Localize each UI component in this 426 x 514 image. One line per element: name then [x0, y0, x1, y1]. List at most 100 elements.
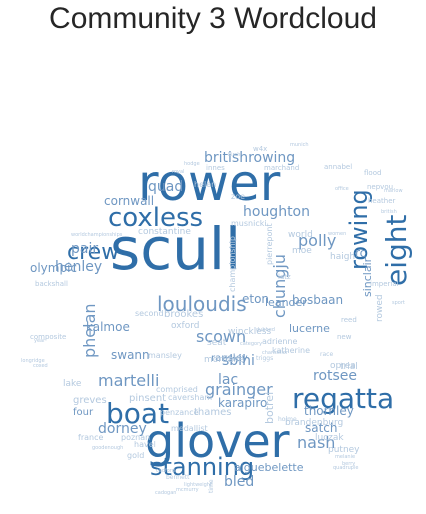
word-houghton: houghton [243, 204, 310, 220]
word-triggs: triggs [256, 355, 274, 362]
word-office: office [335, 186, 349, 192]
word-luczak: luczak [315, 433, 344, 443]
word-botrel: botrel [263, 392, 276, 425]
word-mansley: mansley [148, 351, 182, 360]
word-birch: birch [228, 152, 241, 158]
word-cadogan: cadogan [155, 490, 177, 496]
word-medallist: medallist [171, 424, 208, 433]
word-thames: thames [194, 407, 232, 418]
word-race: race [320, 351, 334, 358]
word-composite: composite [30, 333, 67, 341]
word-greves: greves [73, 395, 107, 406]
word-adrienne: adrienne [262, 337, 298, 346]
word-holme: holme [278, 416, 297, 423]
word-rowed: rowed [375, 294, 385, 322]
word-brandenburg: brandenburg [285, 418, 344, 428]
word-penzance: penzance [160, 408, 199, 417]
word-sinclair: sinclair [361, 258, 374, 298]
word-nepvou: nepvou [367, 183, 394, 191]
word-sport: sport [392, 300, 405, 306]
word-ransley: ransley [211, 353, 248, 364]
word-eton: eton [242, 292, 270, 306]
word-martelli: martelli [98, 371, 160, 390]
word-eight: eight [380, 214, 413, 286]
word-thornley: thornley [304, 404, 354, 418]
word-poznan: poznan [121, 433, 151, 442]
word-coxed: coxed [33, 363, 48, 369]
word-polly: polly [298, 231, 337, 250]
word-seat: seat [207, 338, 227, 348]
word-swann: swann [111, 348, 150, 362]
word-royal: royal [172, 169, 185, 175]
word-brookes: brookes [164, 309, 204, 320]
word-boat: boat [106, 397, 170, 430]
word-munich: munich [290, 142, 309, 148]
word-year: year [34, 338, 46, 344]
word-lightweight: lightweight [184, 482, 212, 488]
word-grainger: grainger [205, 380, 273, 399]
word-katherine: katherine [272, 346, 311, 355]
word-w4x: w4x [253, 145, 268, 153]
word-marchand: marchand [264, 164, 300, 172]
word-women: women [328, 231, 347, 237]
word-rc: rc [355, 246, 367, 260]
word-dorney: dorney [98, 421, 147, 437]
word-longridge: longridge [21, 358, 45, 364]
word-goodenough: goodenough [92, 445, 124, 451]
word-rower: rower [138, 154, 281, 212]
word-constantine: constantine [138, 227, 191, 237]
word-quad: quad [148, 179, 184, 195]
word-annabel: annabel [324, 163, 353, 171]
word-melanie: melanie [335, 454, 356, 460]
chart-title: Community 3 Wordcloud [49, 2, 377, 35]
word-innes: innes [206, 164, 225, 172]
word-regatta: regatta [292, 382, 395, 415]
word-latz: latz [278, 273, 291, 281]
word-imperial: imperial [370, 280, 399, 288]
word-category: category [240, 341, 263, 347]
word-reed: reed [341, 316, 357, 324]
word-second: second [135, 309, 164, 318]
word-helen: helen [194, 180, 217, 189]
word-comprised: comprised [156, 385, 198, 394]
word-worldchampionships: worldchampionships [71, 232, 123, 238]
word-lac: lac [218, 372, 239, 388]
word-cadford: cadford [156, 468, 175, 474]
word-chancellor: chancellor [262, 350, 288, 356]
word-lake: lake [63, 379, 82, 389]
word-pinsent: pinsent [129, 393, 167, 404]
word-bosbaan: bosbaan [292, 293, 344, 307]
word-winckless: winckless [228, 327, 272, 337]
word-moe: moe [292, 246, 312, 256]
word-aiguebelette: aiguebelette [234, 461, 304, 474]
word-caversham: caversham [168, 393, 213, 402]
word-british: british [381, 209, 397, 215]
word-gold: gold [127, 451, 145, 460]
word-olympic: olympic [30, 261, 78, 275]
word-havel: havel [134, 440, 156, 449]
word-oprea: oprea [330, 361, 356, 371]
word-satch: satch [305, 421, 338, 435]
word-britishrowing: britishrowing [204, 150, 296, 166]
word-mortlake: mortlake [204, 355, 244, 365]
word-mcmurry: mcmurry [176, 487, 199, 493]
word-crew: crew [67, 240, 120, 265]
word-scown: scown [196, 327, 247, 346]
word-pierrepont: pierrepont [265, 223, 274, 265]
word-cornwall: cornwall [104, 194, 155, 208]
word-henley: henley [55, 259, 103, 275]
word-louloudis: louloudis [157, 292, 247, 316]
word-marlow: marlow [384, 188, 403, 194]
word-kalmoe: kalmoe [86, 320, 130, 334]
word-lucerne: lucerne [289, 322, 330, 335]
word-karapiro: karapiro [218, 396, 268, 410]
word-putney: putney [328, 445, 360, 455]
word-france: france [78, 433, 104, 442]
word-oxford: oxford [171, 321, 200, 331]
word-pair: pair [71, 241, 99, 257]
word-scull: scull [110, 215, 242, 283]
word-bled: bled [224, 474, 255, 490]
word-championship: championship [228, 235, 237, 292]
word-zoe: zoe [231, 192, 246, 201]
